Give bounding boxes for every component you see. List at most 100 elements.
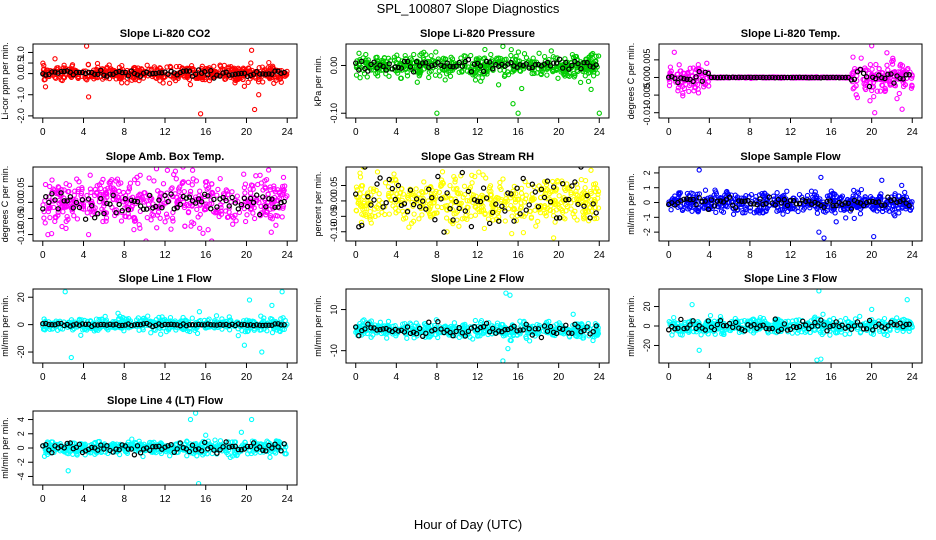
data-point <box>374 169 381 175</box>
hourly-point <box>459 330 465 336</box>
data-point <box>811 192 818 198</box>
data-point <box>762 191 768 197</box>
data-point <box>418 68 424 74</box>
data-point <box>235 326 241 332</box>
hourly-point <box>839 74 845 81</box>
hourly-point <box>208 205 214 212</box>
outlier-point <box>871 233 877 240</box>
data-point <box>531 70 537 77</box>
hourly-point <box>192 322 199 328</box>
hourly-point <box>362 326 368 332</box>
hourly-point <box>693 201 699 208</box>
hourly-point <box>547 199 554 205</box>
outlier-point <box>197 111 204 117</box>
data-point <box>46 194 52 200</box>
data-point <box>42 181 49 188</box>
data-point <box>536 50 542 56</box>
hourly-point <box>254 192 260 198</box>
data-point <box>502 218 508 224</box>
hourly-point <box>407 187 414 193</box>
y-tick-label: 0.05 <box>16 178 26 196</box>
panel-4: Slope Amb. Box Temp.degrees C per min.0 4… <box>0 151 298 261</box>
data-point <box>363 202 369 209</box>
data-point <box>273 197 280 204</box>
data-point <box>896 193 902 199</box>
outlier-point <box>256 92 262 98</box>
data-point <box>364 324 371 331</box>
hourly-point <box>205 193 211 199</box>
hourly-point <box>223 321 229 328</box>
y-tick-label: 0.00 <box>329 57 339 75</box>
hourly-point <box>95 210 101 217</box>
hourly-point <box>696 68 702 75</box>
data-point <box>247 203 253 209</box>
data-point <box>443 71 450 77</box>
data-point <box>421 49 427 55</box>
data-point <box>442 77 448 83</box>
data-point <box>474 333 481 339</box>
hourly-point <box>368 325 374 331</box>
hourly-point <box>226 203 232 209</box>
data-point <box>187 188 194 195</box>
data-point <box>428 53 434 59</box>
data-point <box>189 167 196 173</box>
hourly-point <box>444 60 450 66</box>
data-point <box>367 214 373 220</box>
data-point <box>363 51 369 58</box>
hourly-point <box>67 323 74 329</box>
data-point <box>119 62 125 69</box>
hourly-point <box>487 59 493 65</box>
hourly-point <box>55 206 61 212</box>
data-point <box>189 203 195 209</box>
hourly-point <box>687 196 693 203</box>
x-tick-label: 8 <box>121 372 127 383</box>
hourly-point <box>131 322 138 328</box>
data-points <box>40 289 290 361</box>
hourly-point <box>806 198 812 204</box>
hourly-point <box>471 61 478 68</box>
data-point <box>850 71 857 77</box>
data-point <box>427 212 433 219</box>
data-point <box>723 203 729 209</box>
hourly-point <box>137 73 144 79</box>
hourly-point <box>441 63 447 70</box>
x-tick-label: 20 <box>241 127 253 138</box>
data-point <box>568 206 574 212</box>
hourly-point <box>726 74 733 81</box>
hourly-point <box>104 322 110 328</box>
data-point <box>406 196 412 202</box>
data-point <box>429 57 435 64</box>
data-point <box>526 338 533 344</box>
data-point <box>125 204 131 210</box>
hourly-point <box>278 199 284 206</box>
data-point <box>555 201 561 208</box>
x-tick-label: 0 <box>353 250 359 261</box>
data-point <box>891 74 898 80</box>
hourly-point <box>511 63 517 69</box>
data-point <box>574 217 580 223</box>
data-point <box>223 195 229 201</box>
hourly-point <box>480 68 487 75</box>
outlier-point <box>259 349 265 355</box>
data-point <box>523 55 530 61</box>
data-point <box>553 188 559 194</box>
data-point <box>452 179 458 185</box>
data-point <box>168 226 174 232</box>
data-point <box>244 328 251 335</box>
hourly-point <box>272 68 278 74</box>
hourly-point <box>46 199 52 206</box>
data-point <box>255 79 262 85</box>
data-point <box>853 92 859 98</box>
x-tick-label: 24 <box>282 250 294 261</box>
outlier-point <box>248 47 255 53</box>
hourly-point <box>235 206 241 212</box>
hourly-point <box>474 198 481 204</box>
data-point <box>164 167 171 173</box>
hourly-point <box>52 197 58 203</box>
data-point <box>268 229 274 235</box>
data-point <box>116 181 122 187</box>
data-point <box>188 63 195 69</box>
data-point <box>891 82 897 88</box>
data-point <box>385 55 392 61</box>
data-point <box>382 180 389 186</box>
